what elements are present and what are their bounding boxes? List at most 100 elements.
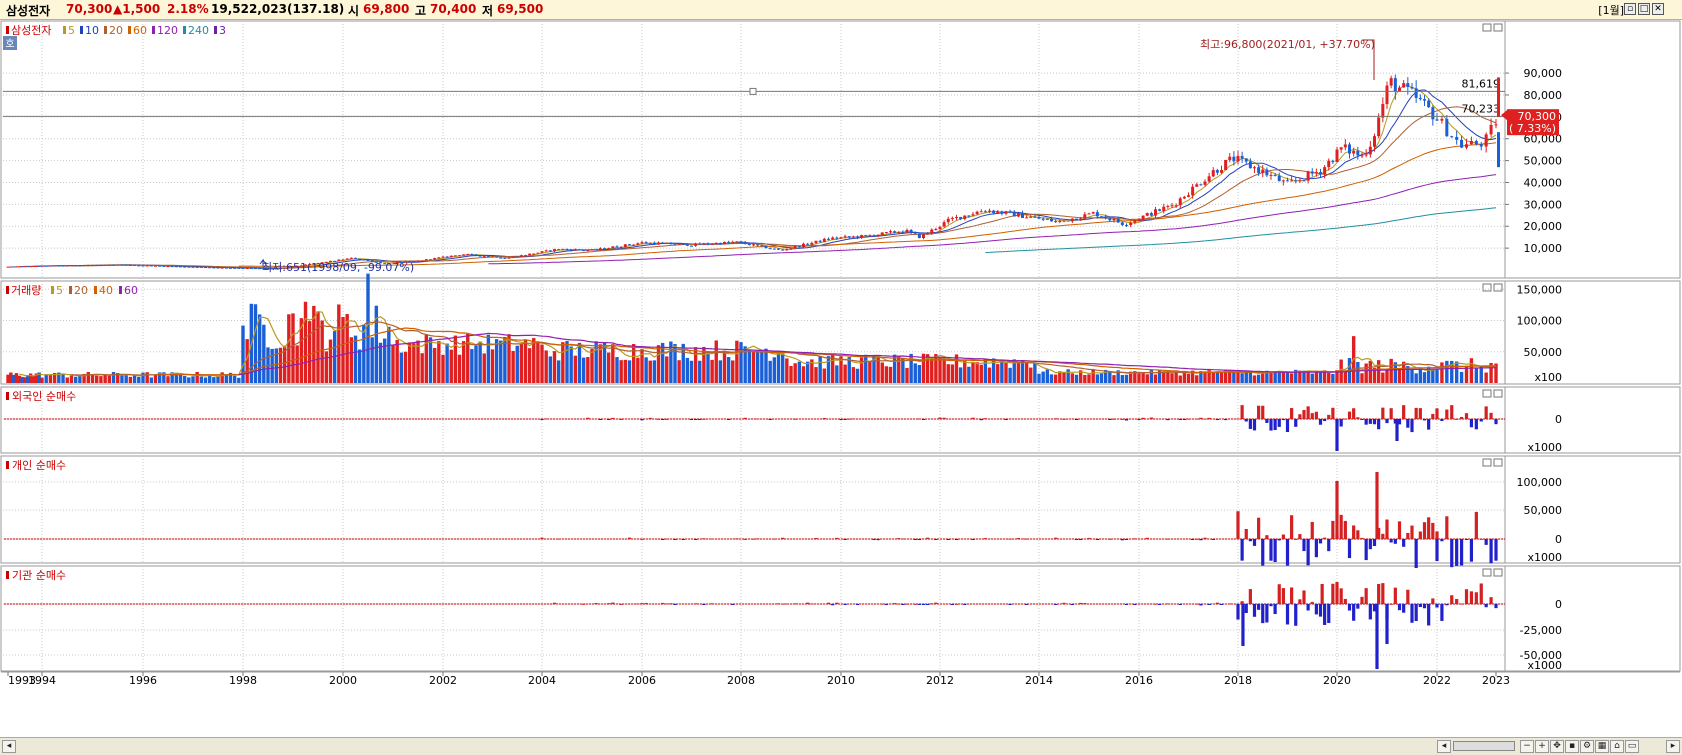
home-icon[interactable]: ⌂ <box>1610 740 1624 753</box>
zoom-out-icon[interactable]: − <box>1520 740 1534 753</box>
period-selector[interactable]: [1월] <box>1598 4 1624 17</box>
foreign-bar <box>1240 405 1244 419</box>
candle <box>1381 104 1385 118</box>
candle <box>569 249 573 251</box>
institution-bar <box>1418 604 1422 608</box>
foreign-bar <box>1236 418 1240 420</box>
foreign-bar <box>1124 419 1129 421</box>
candle <box>802 243 805 247</box>
volume-bar <box>44 374 48 383</box>
volume-bar <box>586 357 590 383</box>
volume-bar <box>810 359 814 383</box>
volume-bar <box>706 353 710 383</box>
end-icon[interactable]: ▪ <box>1565 740 1579 753</box>
scroll-left-icon[interactable]: ◂ <box>2 740 16 753</box>
candle <box>950 217 954 219</box>
legend-label: 240 <box>188 24 209 37</box>
move-icon[interactable]: ✥ <box>1550 740 1564 753</box>
zoom-in-icon[interactable]: + <box>1535 740 1549 753</box>
last-candle-marker <box>1497 77 1500 117</box>
volume-bar <box>28 373 33 383</box>
institution-bar <box>1494 604 1498 609</box>
candle <box>1479 144 1483 147</box>
close-icon[interactable]: ✕ <box>1652 3 1664 15</box>
volume-ratio: (137.18) <box>287 2 345 16</box>
individual-bar <box>661 539 665 540</box>
grid-toggle-icon[interactable]: ▦ <box>1595 740 1609 753</box>
volume-bar <box>370 337 374 383</box>
individual-bar <box>1302 539 1306 552</box>
volume-bar <box>362 324 366 383</box>
candle <box>1054 221 1058 223</box>
individual-bar <box>1360 537 1364 539</box>
institution-bar <box>1265 604 1269 623</box>
volume-bar <box>623 359 628 383</box>
volume-bar <box>86 371 90 383</box>
candle <box>78 265 82 267</box>
foreign-bar <box>971 417 975 419</box>
candle <box>1406 83 1410 87</box>
x-tick-label: 2008 <box>727 674 755 687</box>
stock-name[interactable]: 삼성전자 <box>6 4 51 18</box>
x-tick-label: 1993 <box>8 674 36 687</box>
y-tick-label: 0 <box>1555 533 1562 546</box>
volume-bar <box>457 354 462 383</box>
institution-bar <box>702 604 706 605</box>
legend-swatch <box>152 26 155 34</box>
volume-bar <box>407 342 412 383</box>
volume-bar <box>1368 360 1373 383</box>
candle <box>636 243 640 245</box>
institution-bar <box>1241 604 1245 646</box>
candle <box>199 266 203 268</box>
foreign-bar <box>1431 413 1435 419</box>
settings-icon[interactable]: ⚙ <box>1580 740 1594 753</box>
window-icon[interactable]: ▭ <box>1625 740 1639 753</box>
institution-bar <box>781 603 785 605</box>
candle <box>1368 146 1372 155</box>
volume-bar <box>120 375 124 383</box>
volume-bar <box>166 376 170 383</box>
candle <box>1460 139 1464 148</box>
volume-bar <box>631 344 636 383</box>
individual-bar <box>1474 511 1478 539</box>
candle <box>884 232 888 234</box>
high-annotation: 최고:96,800(2021/01, +37.70%) <box>1200 38 1375 51</box>
maximize-icon[interactable]: □ <box>1638 3 1650 15</box>
institution-bar <box>831 604 835 606</box>
candle <box>1191 186 1195 196</box>
candle <box>262 268 266 270</box>
scroll-prev-icon[interactable]: ◂ <box>1437 740 1451 753</box>
volume-bar <box>57 372 61 383</box>
legend-swatch <box>6 286 9 294</box>
institution-bar <box>661 602 665 604</box>
volume-bar <box>660 342 665 383</box>
candle <box>291 266 295 268</box>
individual-bar <box>751 538 756 540</box>
institution-bar <box>582 603 586 605</box>
candle <box>1474 141 1478 145</box>
institution-bar <box>1356 604 1360 609</box>
horizontal-scrollbar[interactable]: ◂ ◂ − + ✥ ▪ ⚙ ▦ ⌂ ▭ ▸ <box>0 737 1682 755</box>
foreign-bar <box>1269 419 1273 431</box>
candle <box>789 248 793 250</box>
foreign-bar <box>1343 418 1347 420</box>
volume-bar <box>357 349 362 383</box>
candle <box>224 267 228 269</box>
scroll-thumb[interactable] <box>1453 741 1515 751</box>
candle <box>204 267 207 269</box>
individual-bar <box>1343 520 1347 539</box>
institution-bar <box>806 602 810 604</box>
foreign-bar <box>540 419 544 421</box>
institution-bar <box>1393 587 1397 604</box>
institution-bar <box>1406 589 1410 604</box>
candle <box>17 266 21 268</box>
volume-bar <box>805 361 810 383</box>
candle <box>756 244 760 246</box>
foreign-bar <box>1389 408 1393 419</box>
scroll-right-icon[interactable]: ▸ <box>1666 740 1680 753</box>
volume-bar <box>872 355 876 383</box>
institution-bar <box>644 603 648 605</box>
restore-icon[interactable]: ▫ <box>1624 3 1636 15</box>
volume-bar <box>1083 374 1087 383</box>
